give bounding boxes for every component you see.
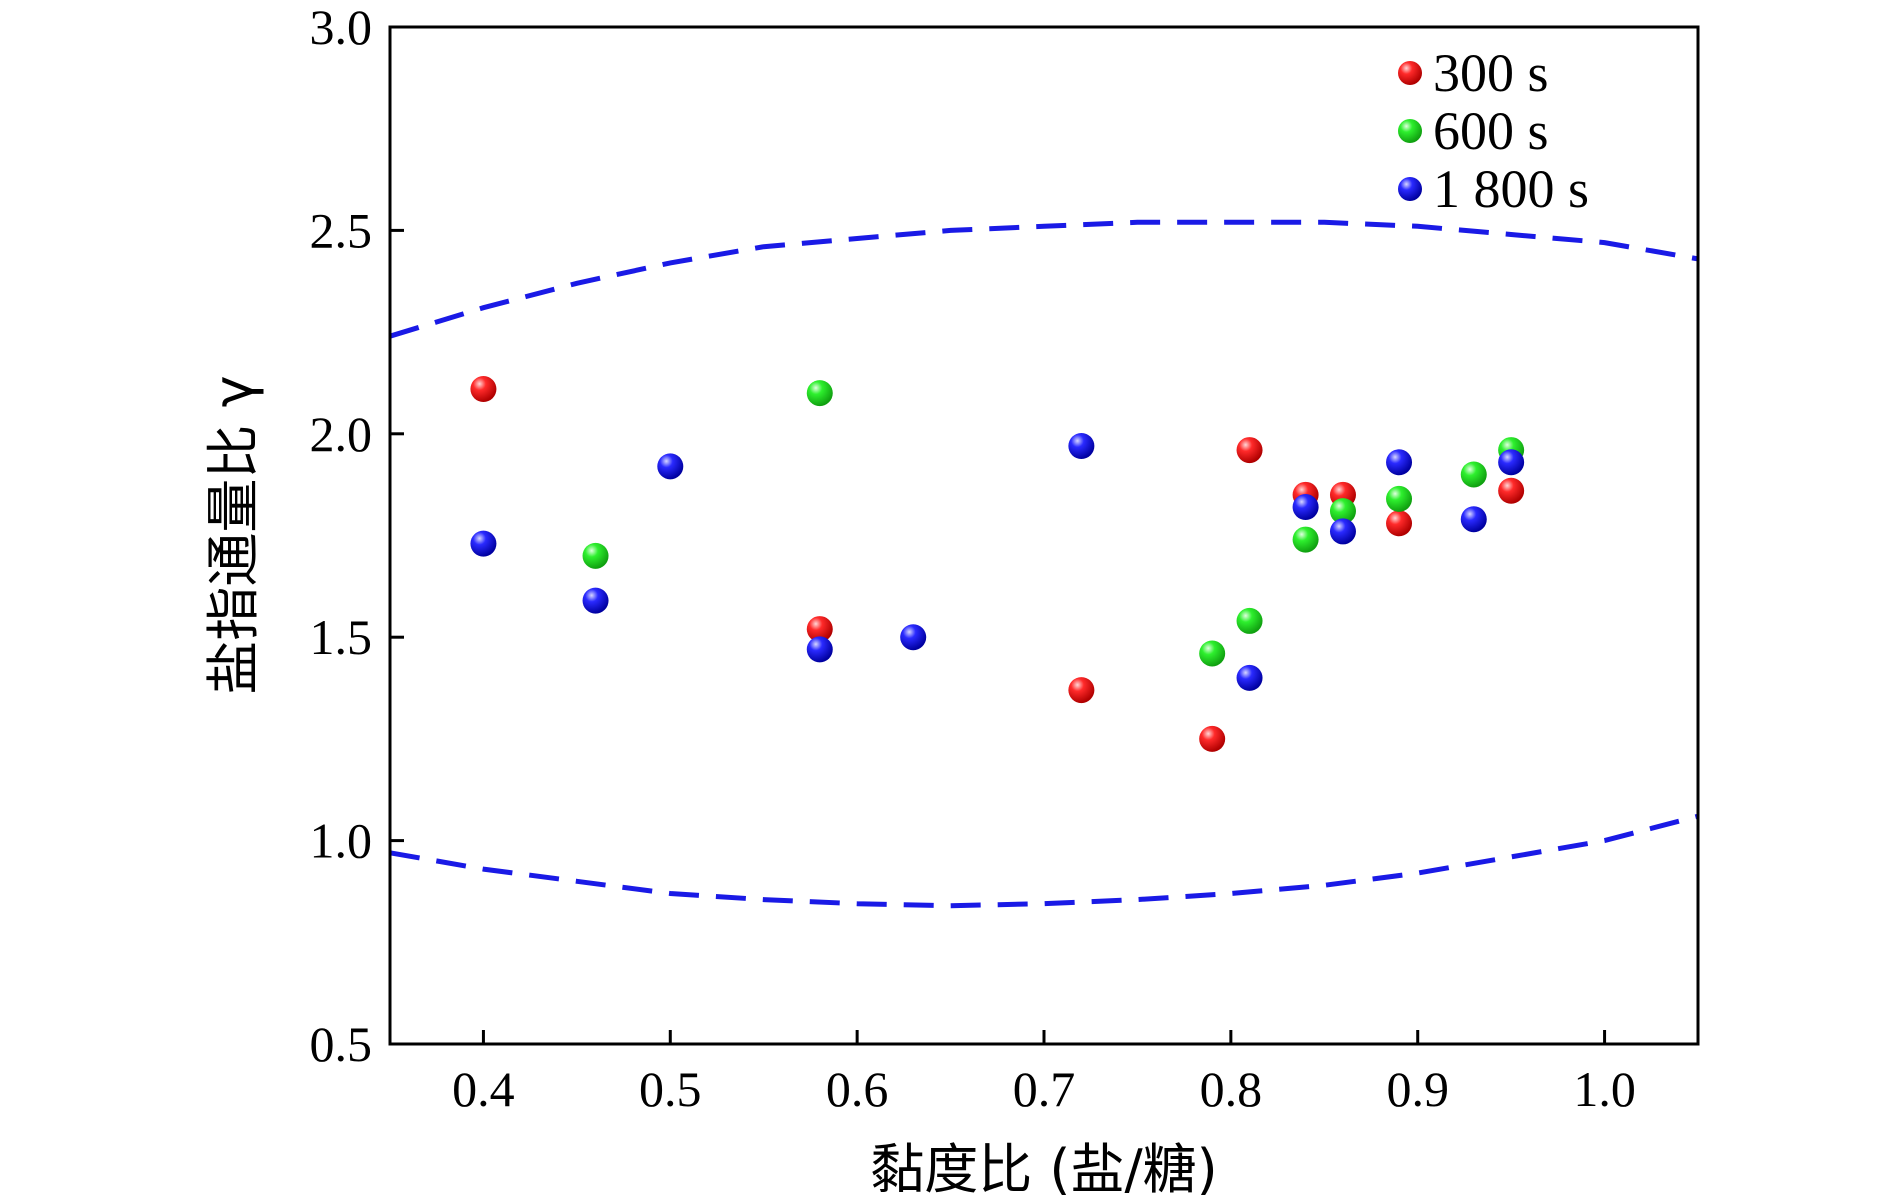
point-1800s	[657, 453, 684, 480]
point-600s	[1329, 498, 1356, 525]
point-600s	[1460, 461, 1487, 488]
point-600s	[1199, 640, 1226, 667]
point-300s	[1498, 477, 1525, 504]
x-axis: 0.4 0.5 0.6 0.7 0.8 0.9 1.0	[452, 1030, 1636, 1117]
y-tick-label: 1.5	[310, 609, 373, 665]
point-1800s	[1329, 518, 1356, 545]
legend-marker-300s	[1398, 61, 1422, 85]
legend-label-300s: 300 s	[1433, 43, 1549, 103]
x-tick-label: 0.5	[639, 1061, 702, 1117]
legend-marker-600s	[1398, 119, 1422, 143]
point-300s	[1386, 510, 1413, 537]
x-tick-label: 1.0	[1573, 1061, 1636, 1117]
point-300s	[806, 616, 833, 643]
point-1800s	[1068, 433, 1095, 460]
y-axis: 0.5 1.0 1.5 2.0 2.5 3.0	[310, 0, 404, 1072]
y-tick-label: 1.0	[310, 813, 373, 869]
point-300s	[1236, 437, 1263, 464]
x-tick-label: 0.7	[1013, 1061, 1076, 1117]
point-1800s	[1386, 449, 1413, 476]
lower-bound-curve	[389, 813, 1699, 909]
point-600s	[1292, 526, 1319, 553]
y-axis-title: 盐指通量比 γ	[202, 375, 265, 694]
point-1800s	[1292, 494, 1319, 521]
point-600s	[806, 380, 833, 407]
point-300s	[1199, 725, 1226, 752]
x-tick-label: 0.6	[826, 1061, 889, 1117]
point-1800s	[582, 587, 609, 614]
x-tick-label: 0.9	[1386, 1061, 1449, 1117]
x-tick-label: 0.8	[1200, 1061, 1263, 1117]
point-1800s	[806, 636, 833, 663]
points-layer	[470, 376, 1525, 752]
point-300s	[1068, 677, 1095, 704]
point-1800s	[470, 530, 497, 557]
point-600s	[1386, 485, 1413, 512]
point-600s	[1236, 607, 1263, 634]
point-600s	[582, 542, 609, 569]
upper-bound-curve	[389, 219, 1699, 339]
legend: 300 s 600 s 1 800 s	[1398, 43, 1589, 219]
bounds-layer	[389, 219, 1699, 909]
y-tick-label: 2.0	[310, 406, 373, 462]
point-300s	[470, 376, 497, 403]
y-tick-label: 3.0	[310, 0, 373, 55]
x-axis-title: 黏度比 (盐/糖)	[870, 1138, 1218, 1201]
y-tick-label: 0.5	[310, 1016, 373, 1072]
x-tick-label: 0.4	[452, 1061, 515, 1117]
legend-label-1800s: 1 800 s	[1433, 159, 1589, 219]
legend-label-600s: 600 s	[1433, 101, 1549, 161]
y-tick-label: 2.5	[310, 202, 373, 258]
point-1800s	[1498, 449, 1525, 476]
point-1800s	[1460, 506, 1487, 533]
point-1800s	[900, 624, 927, 651]
legend-marker-1800s	[1398, 177, 1422, 201]
point-1800s	[1236, 664, 1263, 691]
